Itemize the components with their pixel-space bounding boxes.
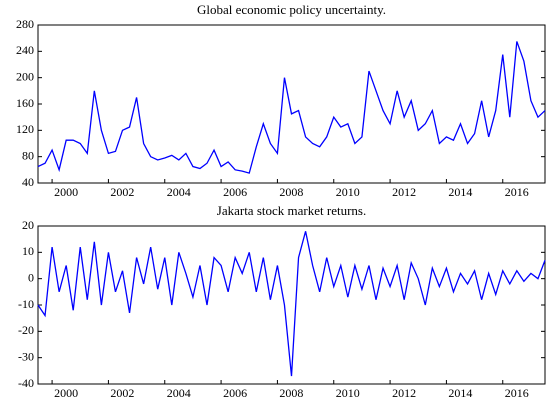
x-tick-label: 2008 bbox=[279, 185, 303, 199]
x-tick-label: 2006 bbox=[223, 386, 247, 400]
y-tick-label: 20 bbox=[22, 218, 34, 232]
y-tick-label: -10 bbox=[18, 297, 34, 311]
x-tick-label: 2004 bbox=[167, 185, 191, 199]
x-tick-label: 2016 bbox=[505, 386, 529, 400]
x-tick-label: 2016 bbox=[505, 185, 529, 199]
y-tick-label: 200 bbox=[16, 69, 34, 83]
x-tick-label: 2010 bbox=[336, 386, 360, 400]
x-tick-label: 2006 bbox=[223, 185, 247, 199]
x-tick-label: 2014 bbox=[448, 386, 472, 400]
plot-frame bbox=[37, 24, 546, 184]
x-tick-label: 2012 bbox=[392, 185, 416, 199]
y-tick-label: 280 bbox=[16, 17, 34, 31]
chart-title: Jakarta stock market returns. bbox=[217, 203, 366, 218]
x-tick-label: 2002 bbox=[110, 386, 134, 400]
x-tick-label: 2012 bbox=[392, 386, 416, 400]
plot-frame bbox=[37, 225, 546, 385]
y-tick-label: 120 bbox=[16, 122, 34, 136]
x-tick-label: 2000 bbox=[54, 386, 78, 400]
y-tick-label: -40 bbox=[18, 376, 34, 390]
x-tick-label: 2008 bbox=[279, 386, 303, 400]
x-tick-label: 2004 bbox=[167, 386, 191, 400]
x-tick-label: 2002 bbox=[110, 185, 134, 199]
y-tick-label: 160 bbox=[16, 96, 34, 110]
chart-title: Global economic policy uncertainty. bbox=[197, 2, 386, 17]
data-line bbox=[37, 41, 546, 174]
y-tick-label: 80 bbox=[22, 148, 34, 162]
data-line bbox=[37, 231, 546, 377]
x-tick-label: 2000 bbox=[54, 185, 78, 199]
x-tick-label: 2010 bbox=[336, 185, 360, 199]
y-tick-label: 40 bbox=[22, 175, 34, 189]
y-tick-label: 240 bbox=[16, 43, 34, 57]
y-tick-label: -20 bbox=[18, 323, 34, 337]
y-tick-label: 0 bbox=[28, 270, 34, 284]
y-tick-label: -30 bbox=[18, 349, 34, 363]
x-tick-label: 2014 bbox=[448, 185, 472, 199]
y-tick-label: 10 bbox=[22, 244, 34, 258]
